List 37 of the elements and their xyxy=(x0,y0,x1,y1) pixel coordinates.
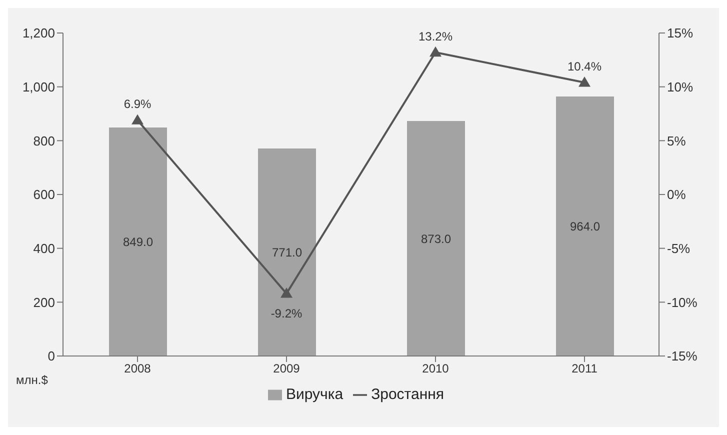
legend-label: Зростання xyxy=(371,386,444,403)
y-tick-label: 1,000 xyxy=(22,79,55,94)
legend-label: Виручка xyxy=(286,386,344,403)
bar xyxy=(556,96,614,356)
point xyxy=(280,288,292,298)
y-tick-label: 200 xyxy=(33,294,55,310)
bar xyxy=(109,127,167,356)
y2-tick-label: 0% xyxy=(667,187,686,202)
data-label: 873.0 xyxy=(420,232,452,246)
y2-tick-label: 15% xyxy=(667,26,694,41)
point xyxy=(430,46,442,57)
data-label: 6.9% xyxy=(124,97,152,112)
y2-tick-label: -10% xyxy=(667,294,698,310)
x-tick-label: 2008 xyxy=(124,362,152,376)
bar xyxy=(407,121,465,356)
data-label: 13.2% xyxy=(418,29,453,44)
data-label: 10.4% xyxy=(567,60,602,74)
text: млн.$ xyxy=(16,373,48,387)
y2-tick-label: 5% xyxy=(667,133,686,148)
data-label: 964.0 xyxy=(570,220,600,234)
x-tick-label: 2010 xyxy=(422,362,450,376)
point xyxy=(578,76,590,87)
x-tick-label: 2009 xyxy=(273,362,300,376)
y2-tick-label: 10% xyxy=(667,79,694,94)
data-label: 771.0 xyxy=(272,245,302,260)
y-tick-label: 800 xyxy=(33,133,55,148)
point xyxy=(132,114,144,124)
y2-tick-label: -15% xyxy=(667,348,698,364)
bar xyxy=(258,148,316,356)
y-tick-label: 0 xyxy=(48,348,55,364)
x-tick-label: 2011 xyxy=(572,362,598,376)
y2-tick-label: -5% xyxy=(667,240,691,256)
y-tick-label: 400 xyxy=(33,240,55,256)
y-tick-label: 600 xyxy=(33,187,55,202)
data-label: 849.0 xyxy=(122,235,154,249)
data-label: -9.2% xyxy=(270,306,302,321)
y-tick-label: 1,200 xyxy=(22,26,55,41)
